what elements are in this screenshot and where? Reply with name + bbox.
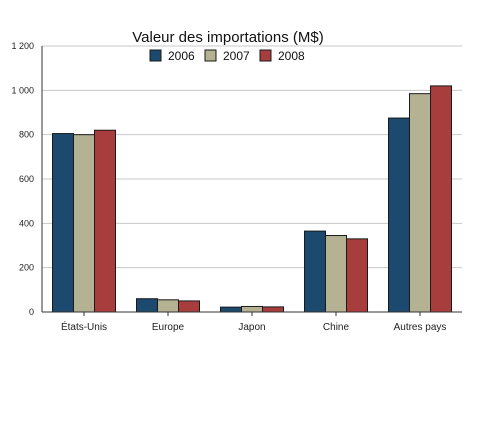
y-tick-label: 0 bbox=[29, 307, 34, 317]
bar bbox=[430, 85, 452, 313]
x-category-label: Japon bbox=[238, 322, 265, 333]
y-tick-label: 1 000 bbox=[11, 85, 34, 95]
bar bbox=[325, 235, 347, 313]
legend-label: 2006 bbox=[168, 49, 195, 63]
bar bbox=[262, 306, 284, 313]
legend-swatch bbox=[259, 49, 272, 62]
y-tick-label: 200 bbox=[19, 263, 34, 273]
bar bbox=[346, 238, 368, 313]
legend-label: 2008 bbox=[278, 49, 305, 63]
bar bbox=[94, 129, 116, 313]
legend-label: 2007 bbox=[223, 49, 250, 63]
x-category-label: Autres pays bbox=[394, 322, 447, 333]
chart-title: Valeur des importations (M$) bbox=[132, 29, 323, 46]
x-category-label: Chine bbox=[323, 322, 350, 333]
bar bbox=[304, 230, 326, 313]
bar bbox=[241, 305, 263, 313]
bar bbox=[409, 93, 431, 313]
bars bbox=[52, 85, 452, 313]
x-category-labels: États-Unis Europe Japon Chine Autres pays bbox=[61, 320, 446, 333]
y-tick-label: 1 200 bbox=[11, 41, 34, 51]
bar bbox=[178, 300, 200, 313]
x-category-label: États-Unis bbox=[61, 320, 107, 333]
bar bbox=[220, 306, 242, 313]
bar bbox=[73, 134, 95, 313]
legend-swatch bbox=[204, 49, 217, 62]
bar bbox=[52, 133, 74, 313]
bar bbox=[157, 299, 179, 313]
axes bbox=[41, 46, 462, 316]
legend-swatch bbox=[149, 49, 162, 62]
x-category-label: Europe bbox=[152, 322, 185, 333]
legend: 2006 2007 2008 bbox=[149, 49, 305, 63]
y-tick-label: 400 bbox=[19, 218, 34, 228]
y-tick-label: 600 bbox=[19, 174, 34, 184]
y-tick-label: 800 bbox=[19, 130, 34, 140]
y-tick-labels: 0 200 400 600 800 1 000 1 200 bbox=[11, 41, 34, 317]
bar bbox=[388, 117, 410, 313]
bar bbox=[136, 298, 158, 313]
